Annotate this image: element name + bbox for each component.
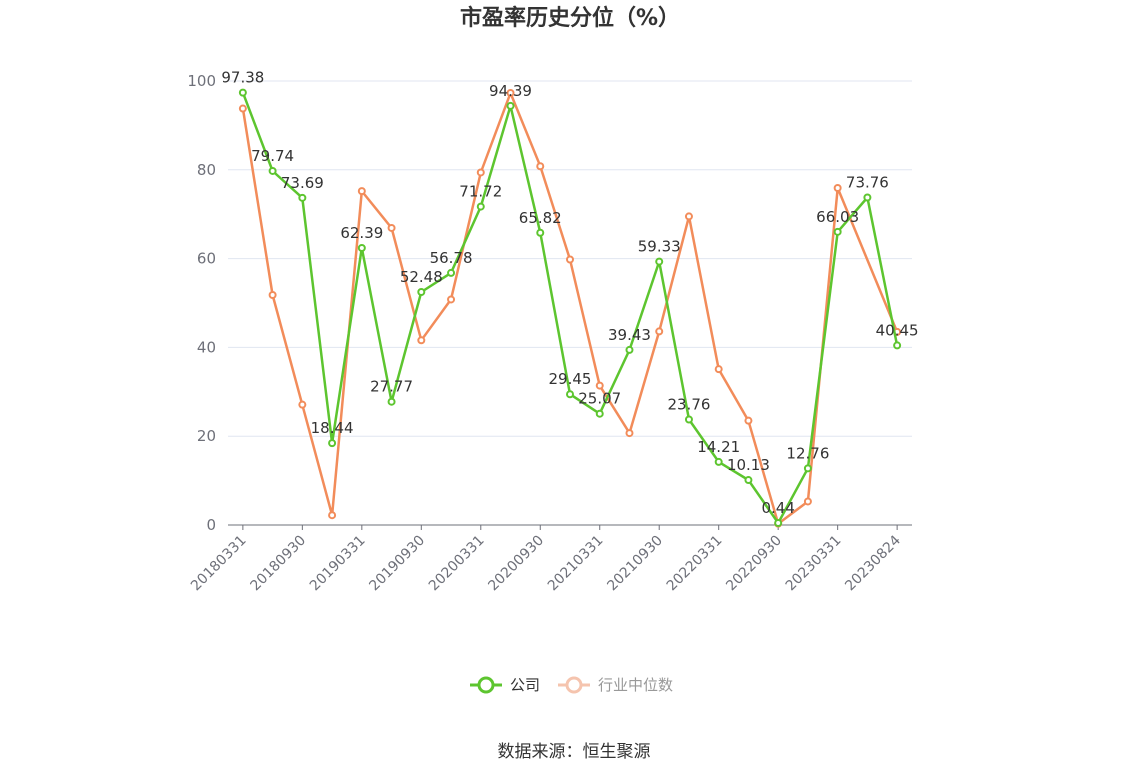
x-tick-label: 20200331: [426, 533, 488, 595]
legend-company-marker-icon: [477, 676, 495, 694]
data-label: 79.74: [251, 147, 294, 165]
data-point[interactable]: [506, 101, 515, 110]
data-point[interactable]: [684, 415, 693, 424]
data-point[interactable]: [417, 287, 426, 296]
data-label: 12.76: [786, 444, 829, 462]
chart-title: 市盈率历史分位（%）: [460, 5, 680, 31]
data-point[interactable]: [536, 228, 545, 237]
x-tick-label: 20180930: [247, 533, 309, 595]
data-point[interactable]: [357, 243, 366, 252]
y-tick-label: 100: [187, 72, 216, 90]
data-point[interactable]: [417, 336, 426, 345]
data-point[interactable]: [684, 212, 693, 221]
data-label: 59.33: [638, 238, 681, 256]
y-axis-ticks: 0 20 40 60 80 100: [187, 72, 216, 534]
data-point[interactable]: [328, 511, 337, 520]
data-point[interactable]: [774, 519, 783, 528]
legend-industry-marker-icon: [565, 676, 583, 694]
y-tick-label: 80: [197, 161, 216, 179]
x-tick-label: 20190930: [366, 533, 428, 595]
data-point[interactable]: [357, 187, 366, 196]
x-axis: 2018033120180930201903312019093020200331…: [188, 524, 912, 595]
data-point[interactable]: [863, 193, 872, 202]
series-company: [238, 88, 902, 528]
data-point[interactable]: [595, 409, 604, 418]
data-label: 73.76: [846, 174, 889, 192]
data-label: 29.45: [549, 370, 592, 388]
data-point[interactable]: [803, 464, 812, 473]
data-label: 0.44: [761, 499, 794, 517]
data-point[interactable]: [447, 268, 456, 277]
data-label: 10.13: [727, 456, 770, 474]
data-point[interactable]: [566, 390, 574, 399]
x-tick-label: 20210331: [545, 533, 607, 595]
data-point[interactable]: [447, 295, 456, 304]
data-point[interactable]: [268, 291, 277, 300]
data-point[interactable]: [238, 104, 247, 113]
data-point[interactable]: [744, 416, 753, 425]
x-tick-label: 20190331: [307, 533, 369, 595]
x-tick-label: 20230331: [783, 533, 845, 595]
data-label: 25.07: [578, 390, 621, 408]
data-point[interactable]: [566, 255, 574, 264]
data-labels: 97.38 79.74 73.69 18.44 62.39 27.77 52.4856.78…: [221, 69, 918, 517]
data-label: 66.03: [816, 208, 859, 226]
data-point[interactable]: [803, 497, 812, 506]
data-label: 94.39: [489, 82, 532, 100]
data-point[interactable]: [833, 184, 842, 193]
data-point[interactable]: [506, 88, 515, 97]
data-point[interactable]: [476, 168, 485, 177]
series-layer: [238, 88, 902, 528]
data-label: 14.21: [697, 438, 740, 456]
x-tick-label: 20180331: [188, 533, 250, 595]
legend-item-company[interactable]: 公司: [470, 676, 540, 694]
data-point[interactable]: [328, 439, 337, 448]
x-tick-label: 20230824: [842, 532, 904, 594]
data-label: 39.43: [608, 326, 651, 344]
data-point[interactable]: [387, 397, 396, 406]
data-source-note: 数据来源：恒生聚源: [498, 742, 651, 762]
data-label: 40.45: [876, 321, 919, 339]
data-point[interactable]: [625, 345, 634, 354]
y-tick-label: 0: [206, 516, 216, 534]
y-tick-label: 40: [197, 338, 216, 356]
data-label: 62.39: [340, 224, 383, 242]
data-point[interactable]: [595, 381, 604, 390]
legend-company-label: 公司: [510, 676, 540, 694]
data-point[interactable]: [268, 166, 277, 175]
data-point[interactable]: [655, 257, 664, 266]
data-point[interactable]: [298, 400, 307, 409]
data-label: 65.82: [519, 209, 562, 227]
data-point[interactable]: [387, 223, 396, 232]
data-label: 18.44: [311, 419, 354, 437]
data-label: 71.72: [459, 183, 502, 201]
data-point[interactable]: [744, 476, 753, 485]
data-point[interactable]: [238, 88, 247, 97]
data-label: 97.38: [221, 69, 264, 87]
data-label: 56.78: [430, 249, 473, 267]
x-tick-label: 20220331: [664, 533, 726, 595]
x-tick-label: 20220930: [723, 533, 785, 595]
data-point[interactable]: [476, 202, 485, 211]
x-tick-label: 20210930: [604, 533, 666, 595]
y-tick-label: 20: [197, 427, 216, 445]
legend[interactable]: 公司 行业中位数: [470, 676, 673, 694]
legend-item-industry-median[interactable]: 行业中位数: [558, 676, 673, 694]
legend-industry-label: 行业中位数: [598, 676, 673, 694]
data-label: 27.77: [370, 378, 413, 396]
data-point[interactable]: [714, 457, 723, 466]
data-point[interactable]: [298, 193, 307, 202]
data-point[interactable]: [536, 162, 545, 171]
data-point[interactable]: [833, 227, 842, 236]
data-point[interactable]: [655, 327, 664, 336]
data-label: 73.69: [281, 174, 324, 192]
data-point[interactable]: [625, 429, 634, 438]
data-point[interactable]: [893, 341, 902, 350]
x-tick-label: 20200930: [485, 533, 547, 595]
data-label: 23.76: [667, 396, 710, 414]
data-label: 52.48: [400, 268, 443, 286]
y-tick-label: 60: [197, 250, 216, 268]
data-point[interactable]: [714, 365, 723, 374]
